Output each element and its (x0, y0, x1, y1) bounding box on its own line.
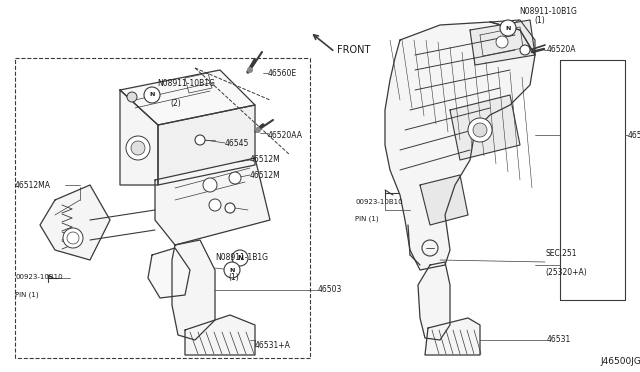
Text: (25320+A): (25320+A) (545, 268, 587, 277)
Text: 46520A: 46520A (547, 45, 577, 55)
Circle shape (247, 67, 253, 73)
Text: 46512M: 46512M (250, 155, 281, 164)
Text: (1): (1) (534, 16, 545, 26)
Text: N08911-10B1G: N08911-10B1G (157, 79, 215, 88)
Polygon shape (172, 240, 215, 340)
Polygon shape (470, 20, 535, 65)
Text: (2): (2) (170, 99, 180, 108)
Text: PIN (1): PIN (1) (355, 215, 379, 221)
Text: N: N (506, 26, 511, 31)
Polygon shape (425, 318, 480, 355)
Circle shape (255, 127, 261, 133)
Polygon shape (490, 20, 535, 55)
Polygon shape (450, 95, 520, 160)
Circle shape (496, 36, 508, 48)
Circle shape (468, 118, 492, 142)
Text: (1): (1) (228, 273, 239, 282)
Circle shape (144, 87, 160, 103)
Text: 46520AA: 46520AA (268, 131, 303, 140)
Circle shape (229, 172, 241, 184)
Text: PIN (1): PIN (1) (15, 291, 38, 298)
Text: 46512MA: 46512MA (15, 180, 51, 189)
Text: N08911-10B1G: N08911-10B1G (519, 7, 577, 16)
Circle shape (126, 136, 150, 160)
Polygon shape (120, 90, 158, 185)
Circle shape (203, 178, 217, 192)
Circle shape (63, 228, 83, 248)
Circle shape (209, 199, 221, 211)
Text: N: N (229, 267, 235, 273)
Circle shape (473, 123, 487, 137)
Circle shape (500, 20, 516, 36)
Text: 46512M: 46512M (250, 170, 281, 180)
Circle shape (224, 262, 240, 278)
Polygon shape (385, 22, 535, 270)
Text: 46560E: 46560E (268, 68, 297, 77)
Circle shape (131, 141, 145, 155)
Text: 46503: 46503 (318, 285, 342, 295)
Circle shape (225, 203, 235, 213)
Text: 46531+A: 46531+A (255, 340, 291, 350)
Polygon shape (418, 262, 450, 340)
Polygon shape (40, 185, 110, 260)
Circle shape (520, 45, 530, 55)
Polygon shape (420, 175, 468, 225)
Text: FRONT: FRONT (337, 45, 371, 55)
Text: 46501: 46501 (628, 131, 640, 140)
Text: N: N (237, 255, 243, 261)
Text: SEC.251: SEC.251 (545, 249, 577, 258)
Polygon shape (155, 158, 270, 245)
Text: J46500JG: J46500JG (600, 357, 640, 366)
Polygon shape (120, 70, 255, 125)
Polygon shape (148, 248, 190, 298)
Text: 46531: 46531 (547, 336, 572, 344)
Text: 00923-10B10: 00923-10B10 (355, 199, 403, 205)
Polygon shape (158, 105, 255, 185)
Circle shape (232, 250, 248, 266)
Text: N: N (149, 93, 155, 97)
Text: 00923-10B10: 00923-10B10 (15, 274, 63, 280)
Circle shape (195, 135, 205, 145)
Text: 46545: 46545 (225, 138, 250, 148)
Polygon shape (185, 315, 255, 355)
Circle shape (127, 92, 137, 102)
Text: N08911-1B1G: N08911-1B1G (215, 253, 268, 262)
